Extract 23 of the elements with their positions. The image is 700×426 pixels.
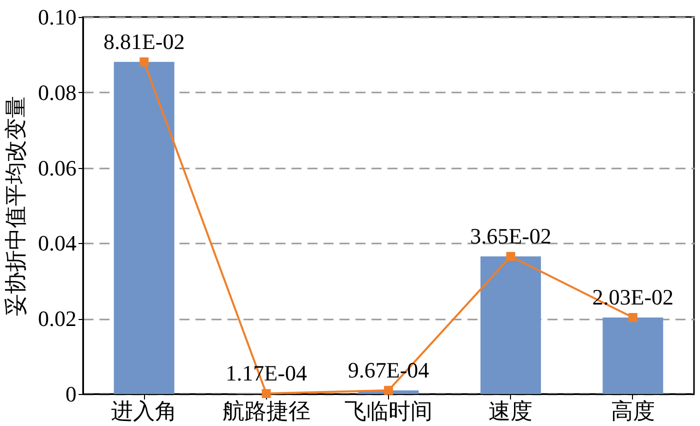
y-tick-label: 0 (66, 382, 76, 406)
y-tick-label: 0.06 (38, 155, 76, 180)
data-label: 8.81E-02 (103, 28, 185, 54)
x-tick-label: 航路捷径 (222, 398, 310, 424)
x-tick-label: 速度 (488, 398, 533, 424)
data-label: 2.03E-02 (592, 284, 674, 310)
point (506, 252, 516, 261)
point (262, 389, 271, 398)
bar (602, 317, 664, 394)
x-tick-label: 飞临时间 (344, 398, 432, 424)
data-label: 3.65E-02 (470, 223, 552, 248)
y-tick-label: 0.02 (38, 306, 76, 332)
bar (480, 256, 541, 394)
y-tick-label: 0.10 (38, 4, 76, 30)
point (140, 57, 149, 66)
bar (114, 62, 174, 394)
y-tick-label: 0.08 (38, 80, 76, 105)
x-tick-label: 进入角 (111, 398, 178, 424)
y-tick-label: 0.04 (38, 230, 76, 256)
point (384, 386, 393, 395)
y-axis-title: 妥协折中值平均改变量 (3, 96, 28, 316)
point (628, 312, 638, 322)
x-tick-label: 高度 (610, 398, 655, 424)
